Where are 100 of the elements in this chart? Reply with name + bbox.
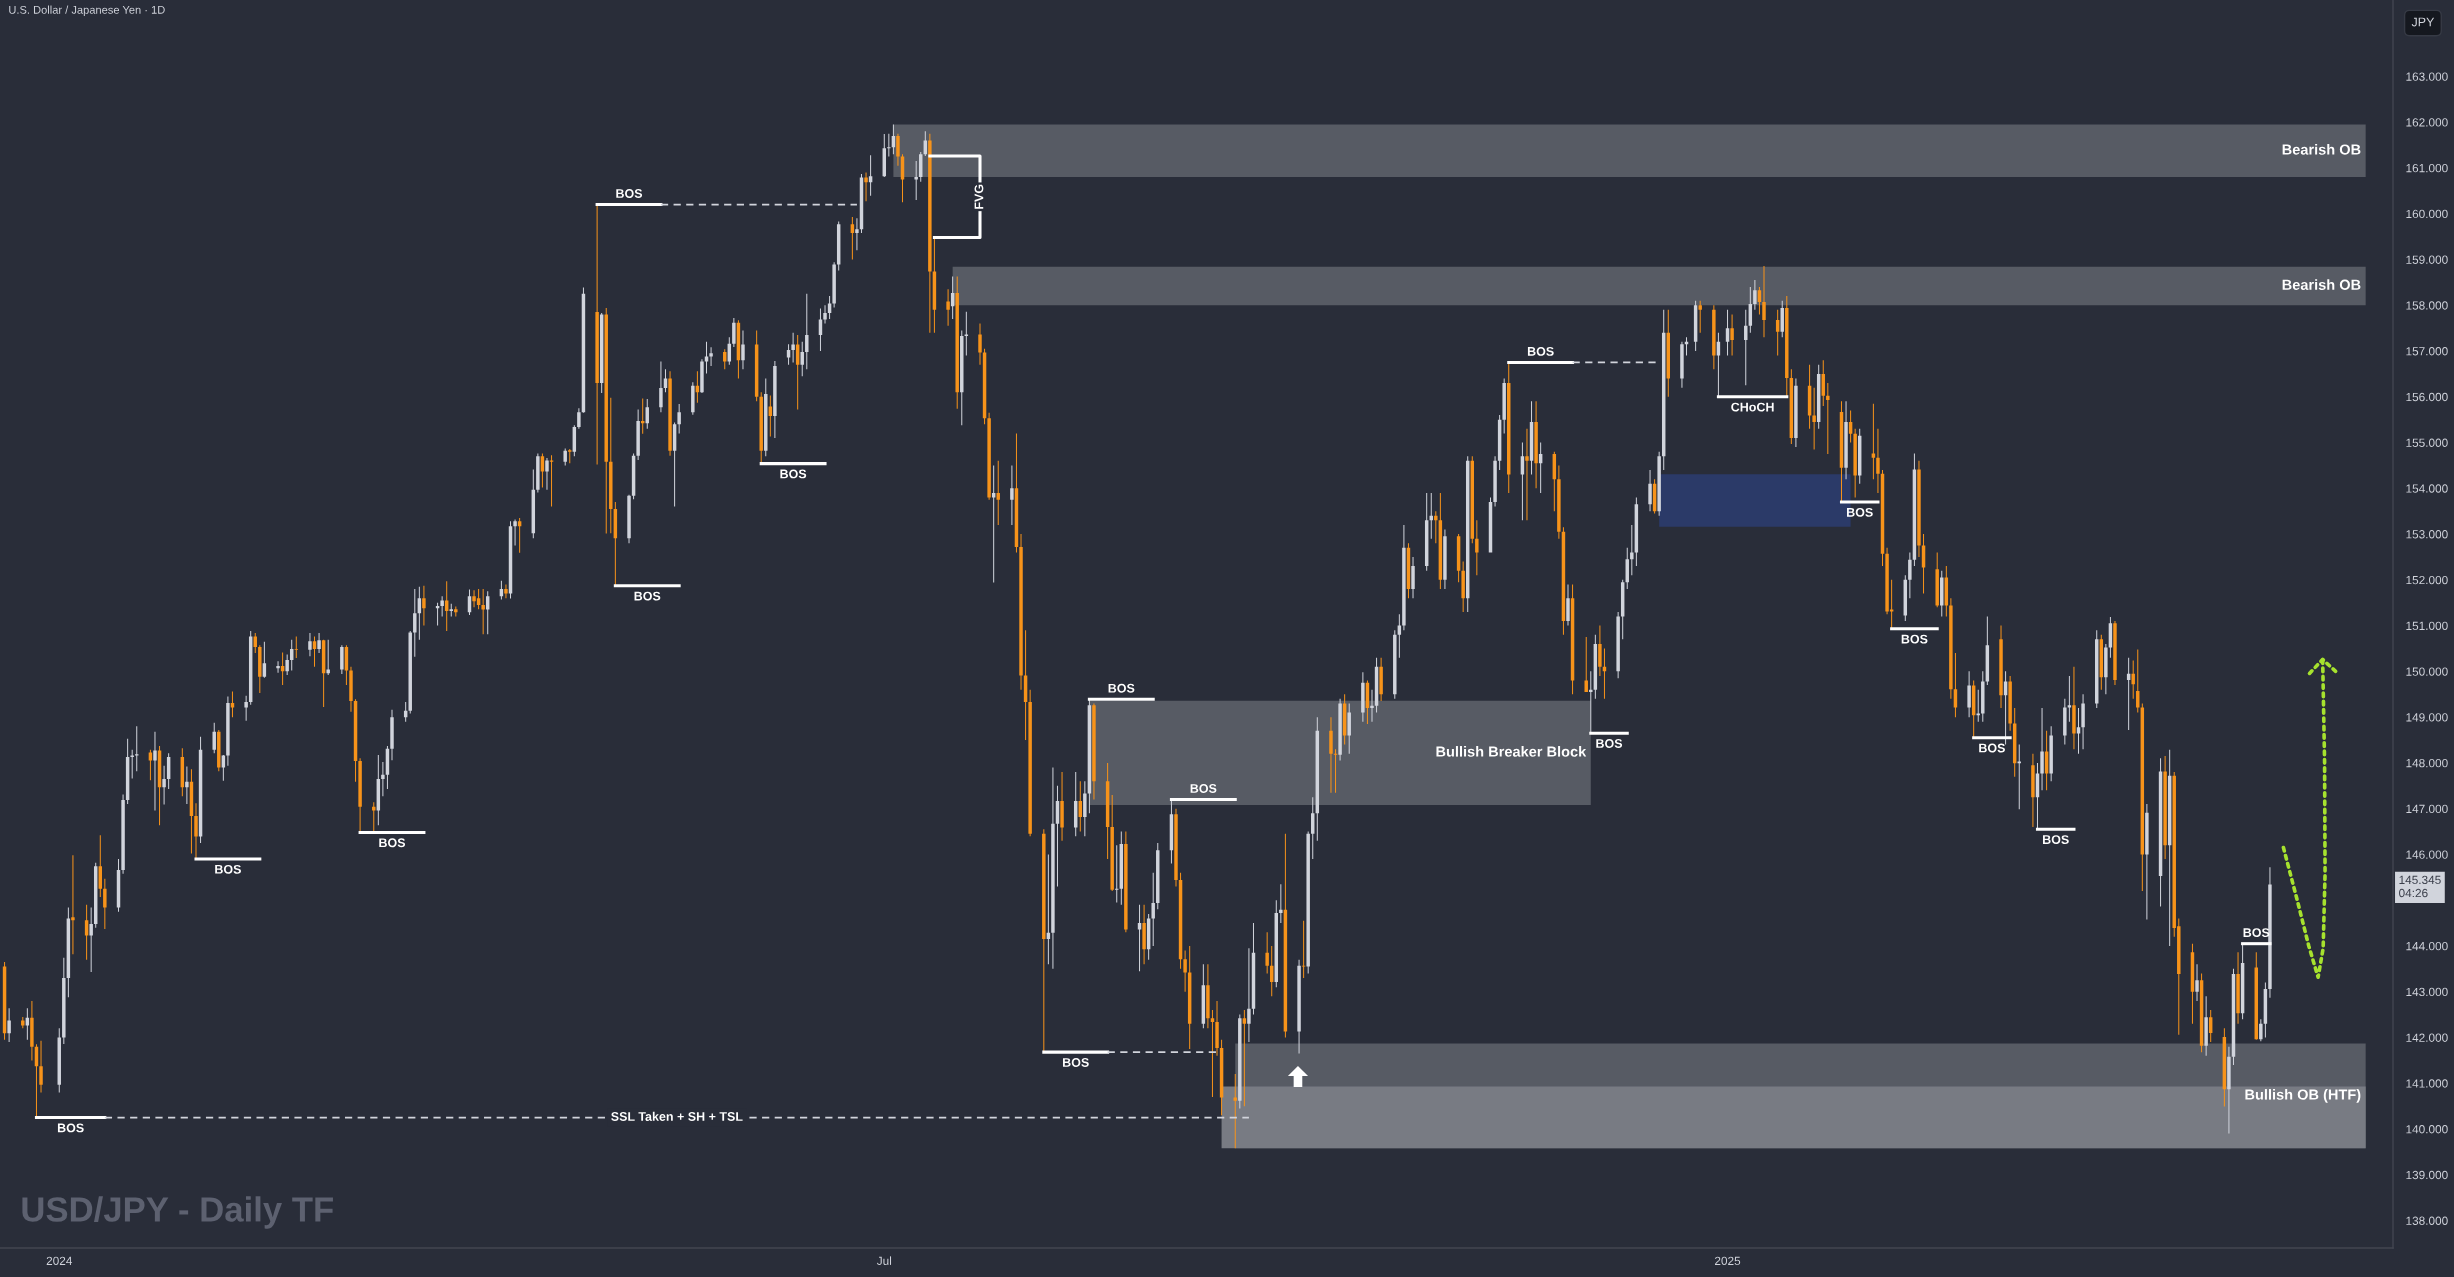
candlestick: [855, 218, 859, 251]
candlestick: [609, 397, 613, 534]
candlestick: [1566, 584, 1570, 626]
annotation: Bullish Breaker Block: [1436, 746, 1587, 757]
candlestick: [2067, 675, 2072, 722]
candlestick: [595, 204, 599, 465]
candlestick: [773, 361, 777, 438]
candlestick: [1844, 401, 1848, 480]
y-tick-label: 141.000: [2406, 1079, 2448, 1088]
candlestick: [1976, 689, 1980, 722]
series-label: BOS: [57, 1123, 84, 1133]
candlestick: [454, 606, 458, 617]
candlestick: [1917, 460, 1921, 557]
candlestick: [2040, 707, 2044, 791]
candlestick: [1935, 552, 1939, 608]
series-label: BOS: [1527, 346, 1554, 356]
candlestick: [1329, 717, 1333, 793]
candlestick: [2081, 694, 2085, 750]
y-tick-label: 159.000: [2406, 255, 2448, 264]
candlestick: [1174, 808, 1178, 887]
candlestick: [1785, 296, 1789, 397]
candlestick: [1051, 767, 1055, 969]
y-tick-label: 149.000: [2406, 713, 2448, 722]
candlestick: [89, 907, 93, 973]
candlestick: [1680, 341, 1684, 388]
candlestick: [244, 695, 248, 721]
series-label: BOS: [1190, 784, 1217, 793]
series-label: BOS: [1596, 739, 1623, 748]
candlestick: [1092, 703, 1096, 800]
candlestick: [71, 855, 75, 955]
candlestick: [390, 709, 394, 761]
candlestick: [1010, 465, 1014, 525]
candlestick: [1279, 884, 1283, 924]
candlestick: [1247, 948, 1251, 1043]
candlestick: [1812, 387, 1816, 450]
y-tick-label: 163.000: [2406, 72, 2448, 81]
series-label: BOS: [634, 591, 661, 601]
candlestick: [1083, 781, 1087, 837]
x-tick-label: 2025: [1715, 1256, 1741, 1266]
candlestick: [2113, 621, 2117, 686]
candlestick: [2236, 952, 2240, 1024]
candlestick: [1233, 1074, 1237, 1149]
series-label: CHoCH: [1731, 402, 1774, 412]
candlestick: [1493, 456, 1497, 507]
candlestick: [258, 645, 262, 693]
candlestick: [709, 347, 713, 367]
candlestick: [1215, 1000, 1219, 1056]
candlestick: [2145, 804, 2149, 920]
candlestick: [1042, 829, 1046, 1053]
series-label: BOS: [1108, 683, 1135, 693]
candlestick: [1589, 671, 1593, 734]
candlestick: [39, 1040, 43, 1093]
x-tick-label: Jul: [876, 1256, 892, 1266]
candlestick: [668, 371, 672, 456]
candlestick: [2017, 744, 2021, 810]
candlestick: [1762, 265, 1766, 338]
candlestick: [1046, 854, 1051, 965]
candlestick: [1502, 378, 1506, 434]
candlestick: [2131, 660, 2135, 699]
y-tick-label: 144.000: [2406, 942, 2448, 951]
candlestick: [1210, 1010, 1215, 1097]
candlestick: [732, 318, 736, 347]
candlestick: [604, 308, 608, 534]
candlestick: [2049, 726, 2053, 782]
candlestick: [1443, 529, 1447, 589]
candlestick: [1338, 698, 1342, 761]
candlestick: [1297, 959, 1301, 1054]
candlestick: [1475, 520, 1479, 576]
candlestick: [1411, 556, 1415, 599]
candlestick: [1206, 964, 1210, 1029]
candlestick: [1871, 403, 1876, 480]
y-tick-label: 146.000: [2406, 850, 2448, 859]
y-tick-label: 155.000: [2406, 438, 2448, 447]
candlestick: [1347, 703, 1351, 754]
candlestick: [659, 361, 663, 413]
candlestick: [440, 596, 444, 617]
candlestick: [30, 1000, 34, 1061]
candlestick: [2008, 675, 2012, 731]
candlestick: [153, 731, 157, 811]
series-label: BOS: [1063, 1058, 1089, 1067]
candlestick: [964, 311, 969, 356]
series-label: BOS: [1979, 743, 2005, 753]
candlestick: [545, 458, 549, 490]
candlestick: [472, 590, 476, 608]
candlestick: [1333, 749, 1338, 793]
series-label: BOS: [616, 189, 643, 198]
candlestick: [317, 632, 321, 654]
candlestick: [791, 332, 795, 363]
candlestick: [62, 957, 66, 1044]
candlestick: [1908, 552, 1912, 599]
candlestick: [577, 408, 581, 429]
candlestick: [759, 392, 763, 464]
candlestick: [413, 589, 417, 657]
candlestick: [226, 696, 230, 766]
candlestick: [1657, 451, 1661, 516]
candlestick: [1616, 611, 1620, 679]
series-label: BOS: [1847, 507, 1873, 517]
candlestick: [1534, 401, 1538, 489]
candlestick: [1301, 920, 1306, 978]
y-tick-label: 140.000: [2406, 1125, 2448, 1134]
